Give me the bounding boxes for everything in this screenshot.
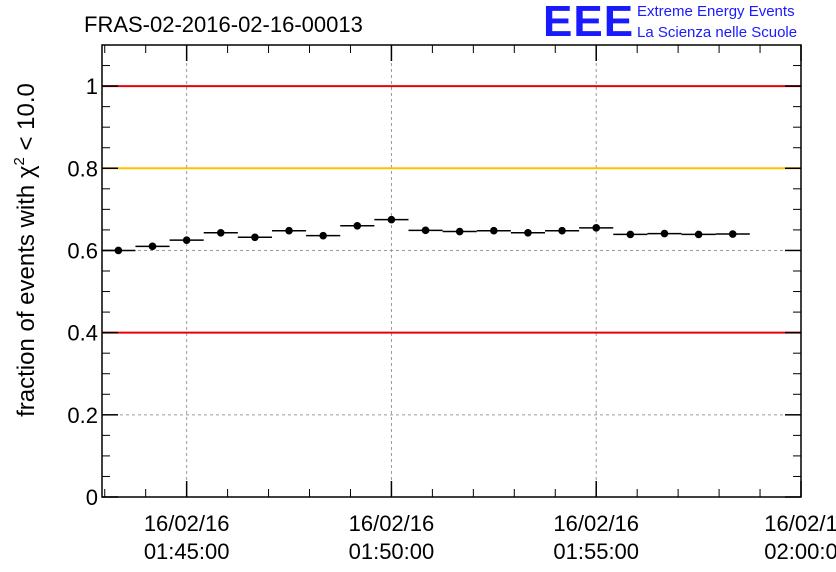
y-tick-label: 0.6 xyxy=(67,238,98,263)
x-tick-time-label: 01:45:00 xyxy=(144,539,230,564)
data-point xyxy=(592,224,601,232)
data-point xyxy=(387,215,396,224)
grid-lines xyxy=(102,45,801,497)
data-point xyxy=(524,228,532,237)
data-point xyxy=(490,226,498,235)
data-point xyxy=(216,228,225,237)
y-axis-label-prefix: fraction of events with xyxy=(13,178,40,417)
data-point xyxy=(728,230,737,238)
data-point xyxy=(626,230,635,239)
y-tick-labels: 0 0.2 0.4 0.6 0.8 1 xyxy=(67,74,98,510)
y-tick-label: 0.8 xyxy=(67,156,98,181)
y-tick-label: 0.2 xyxy=(67,403,98,428)
y-axis-label-superscript: 2 xyxy=(11,157,28,165)
x-tick-date-label: 16/02/16 xyxy=(553,511,639,536)
x-tick-date-label: 16/02/16 xyxy=(144,511,230,536)
y-tick-label: 1 xyxy=(86,74,98,99)
y-tick-label: 0 xyxy=(86,485,98,510)
y-tick-label: 0.4 xyxy=(67,321,98,346)
data-point xyxy=(694,230,703,239)
eee-logo-mark: EEE xyxy=(543,0,635,46)
y-axis-label-suffix: < 10.0 xyxy=(13,83,40,157)
data-point xyxy=(148,242,157,251)
logo-line-1: Extreme Energy Events xyxy=(637,3,795,20)
chart-title: FRAS-02-2016-02-16-00013 xyxy=(84,12,363,37)
axis-ticks xyxy=(102,44,802,498)
y-axis-label: fraction of events with χ2 < 10.0 xyxy=(11,83,40,417)
y-axis-label-symbol: χ xyxy=(13,165,40,178)
x-tick-time-label: 01:50:00 xyxy=(349,539,435,564)
x-tick-date-label: 16/02/1 xyxy=(764,511,836,536)
x-tick-labels: 16/02/16 01:45:00 16/02/16 01:50:00 16/02/16… xyxy=(144,511,836,564)
logo-line-2: La Scienza nelle Scuole xyxy=(637,24,798,41)
data-point xyxy=(353,222,362,230)
x-tick-date-label: 16/02/16 xyxy=(349,511,435,536)
data-point xyxy=(660,229,669,238)
reference-lines xyxy=(102,85,801,334)
data-point xyxy=(114,246,123,255)
data-point xyxy=(182,236,191,244)
data-point xyxy=(455,227,464,236)
data-points xyxy=(101,215,750,255)
x-tick-time-label: 02:00:0 xyxy=(764,539,836,564)
data-point xyxy=(421,226,430,235)
x-tick-time-label: 01:55:00 xyxy=(553,539,639,564)
data-point xyxy=(319,231,327,240)
data-point xyxy=(285,226,293,235)
data-point xyxy=(251,233,259,242)
data-point xyxy=(558,226,566,235)
plot-frame xyxy=(101,44,802,498)
